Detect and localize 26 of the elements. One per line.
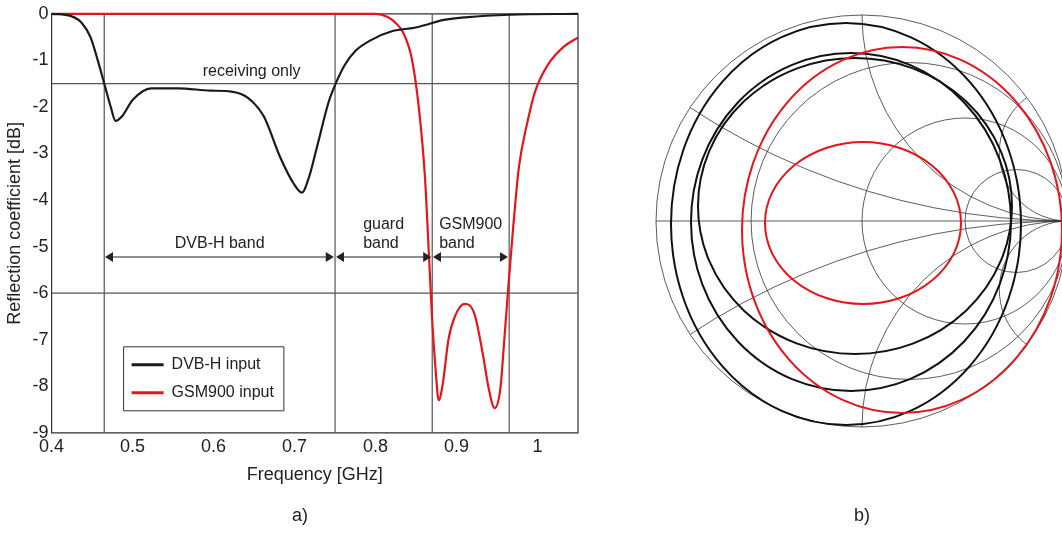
annotation: DVB-H band [174, 234, 265, 252]
text: b) [853, 505, 871, 526]
legend-label: GSM900 input [171, 383, 275, 401]
x-tick-label: 0.8 [363, 435, 389, 456]
x-tick-label: 0.6 [201, 435, 227, 456]
y-axis-title: Reflection coefficient [dB] [3, 121, 24, 325]
y-tick-label: -4 [32, 188, 49, 209]
line-series [50, 12, 580, 194]
annotation: guard band [363, 215, 405, 252]
y-tick-label: -2 [32, 95, 49, 116]
x-tick-label: 0.9 [444, 435, 470, 456]
x-tick-label: 0.5 [120, 435, 146, 456]
y-tick-label: -8 [32, 375, 49, 396]
y-tick-label: -1 [32, 49, 49, 70]
y-tick-label: 0 [38, 2, 49, 23]
y-tick-label: -7 [32, 328, 49, 349]
x-axis-title: Frequency [GHz] [246, 464, 383, 485]
y-tick-label: -3 [32, 142, 49, 163]
ref-line-label: receiving only [202, 62, 301, 80]
annotation: GSM900 band [439, 215, 503, 252]
y-tick-label: -5 [32, 235, 49, 256]
x-tick-label: 0.7 [282, 435, 308, 456]
text: a) [291, 505, 309, 526]
legend-label: DVB-H input [171, 355, 262, 373]
y-tick-label: -6 [32, 282, 49, 303]
x-tick-label: 1 [532, 435, 543, 456]
